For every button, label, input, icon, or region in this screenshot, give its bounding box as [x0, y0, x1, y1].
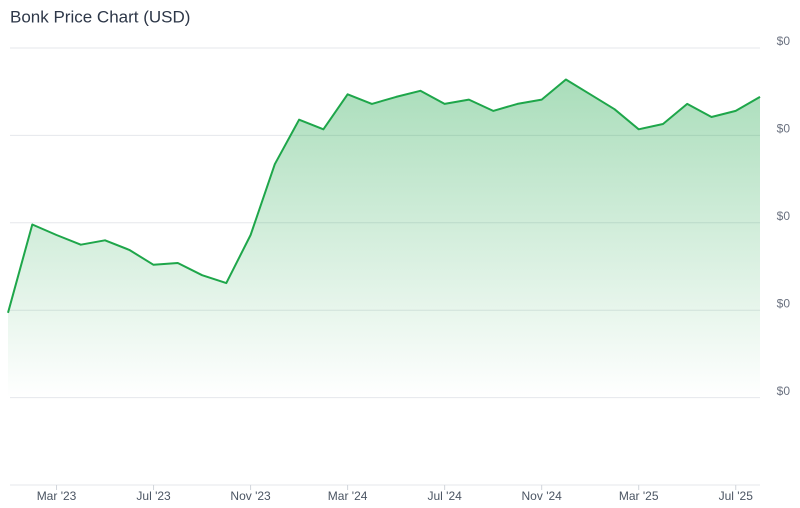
y-tick-label: $0 — [777, 122, 791, 136]
area-fill — [8, 79, 760, 398]
x-tick-label: Mar '23 — [37, 489, 77, 503]
x-tick-label: Mar '24 — [328, 489, 368, 503]
price-line — [7, 78, 761, 314]
x-tick-label: Jul '24 — [427, 489, 462, 503]
y-tick-label: $0 — [777, 296, 791, 310]
x-tick-label: Mar '25 — [619, 489, 659, 503]
x-tick-label: Nov '23 — [230, 489, 271, 503]
y-tick-label: $0 — [777, 384, 791, 398]
y-tick-label: $0 — [777, 34, 791, 48]
x-tick-label: Nov '24 — [522, 489, 563, 503]
y-tick-label: $0 — [777, 209, 791, 223]
chart-title: Bonk Price Chart (USD) — [10, 7, 190, 26]
x-tick-label: Jul '23 — [136, 489, 171, 503]
x-tick-label: Jul '25 — [719, 489, 754, 503]
